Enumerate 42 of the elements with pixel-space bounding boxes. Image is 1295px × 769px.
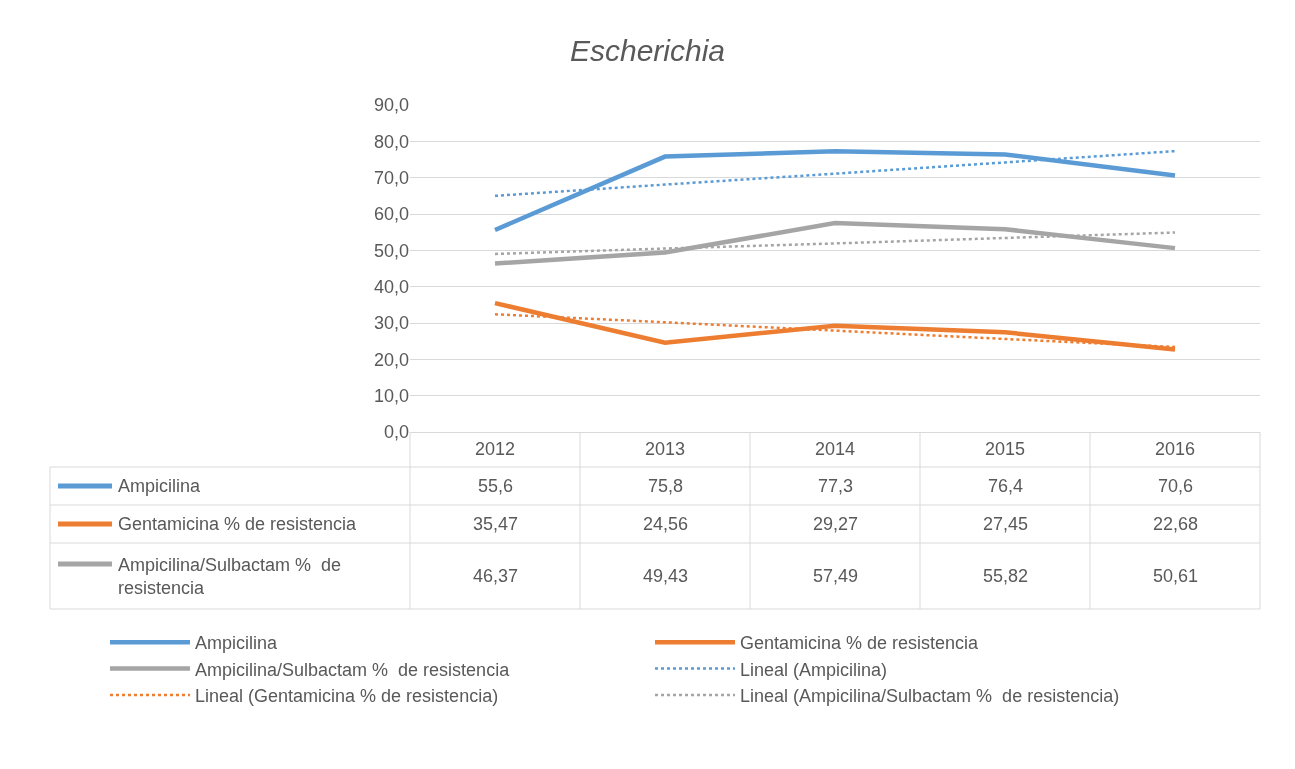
y-tick-label: 50,0 [373, 240, 409, 261]
data-label: 50,61 [1153, 566, 1199, 586]
data-label: 35,47 [473, 514, 519, 534]
data-label: 55,82 [983, 566, 1029, 586]
legend-label: Lineal (Gentamicina % de resistencia) [195, 686, 499, 707]
text: Ampicilina/Sulbactam % de resistencia [195, 659, 510, 680]
x-tick-label: 2015 [984, 438, 1026, 459]
text: Gentamicina % de resistencia [740, 633, 979, 654]
data-label: 49,43 [643, 566, 689, 586]
y-tick-label: 30,0 [373, 313, 409, 334]
line-series [492, 148, 1178, 233]
line-series [492, 220, 1178, 266]
data-label: 55,6 [478, 476, 514, 496]
chart-title: Escherichia [569, 33, 726, 67]
legend-label: Ampicilina/Sulbactam % de resistencia [118, 555, 342, 599]
legend-label: Gentamicina % de resistencia [118, 514, 358, 534]
x-tick-label: 2012 [474, 438, 516, 459]
y-tick-label: 40,0 [373, 276, 409, 297]
x-tick-label: 2014 [814, 438, 856, 459]
legend-label: Lineal (Ampicilina/Sulbactam % de resistencia) [740, 686, 1120, 707]
data-label: 57,49 [813, 566, 859, 586]
data-label: 77,3 [818, 476, 854, 496]
data-label: 70,6 [1158, 476, 1194, 496]
y-tick-label: 0,0 [383, 422, 409, 443]
x-tick-label: 2013 [644, 438, 686, 459]
y-tick-label: 80,0 [373, 131, 409, 152]
y-tick-label: 90,0 [373, 95, 409, 116]
y-tick-label: 20,0 [373, 349, 409, 370]
data-label: 24,56 [643, 514, 689, 534]
data-label: 22,68 [1153, 514, 1199, 534]
y-tick-label: 70,0 [373, 167, 409, 188]
data-label: 29,27 [813, 514, 859, 534]
text: Ampicilina [195, 633, 278, 654]
data-label: 46,37 [473, 566, 519, 586]
x-tick-label: 2016 [1154, 438, 1196, 459]
data-label: 75,8 [648, 476, 684, 496]
legend-label: Ampicilina [118, 476, 202, 496]
data-label: 76,4 [988, 476, 1024, 496]
legend-label: Lineal (Ampicilina) [740, 659, 888, 680]
y-tick-label: 10,0 [373, 385, 409, 406]
y-tick-label: 60,0 [373, 204, 409, 225]
data-label: 27,45 [983, 514, 1029, 534]
